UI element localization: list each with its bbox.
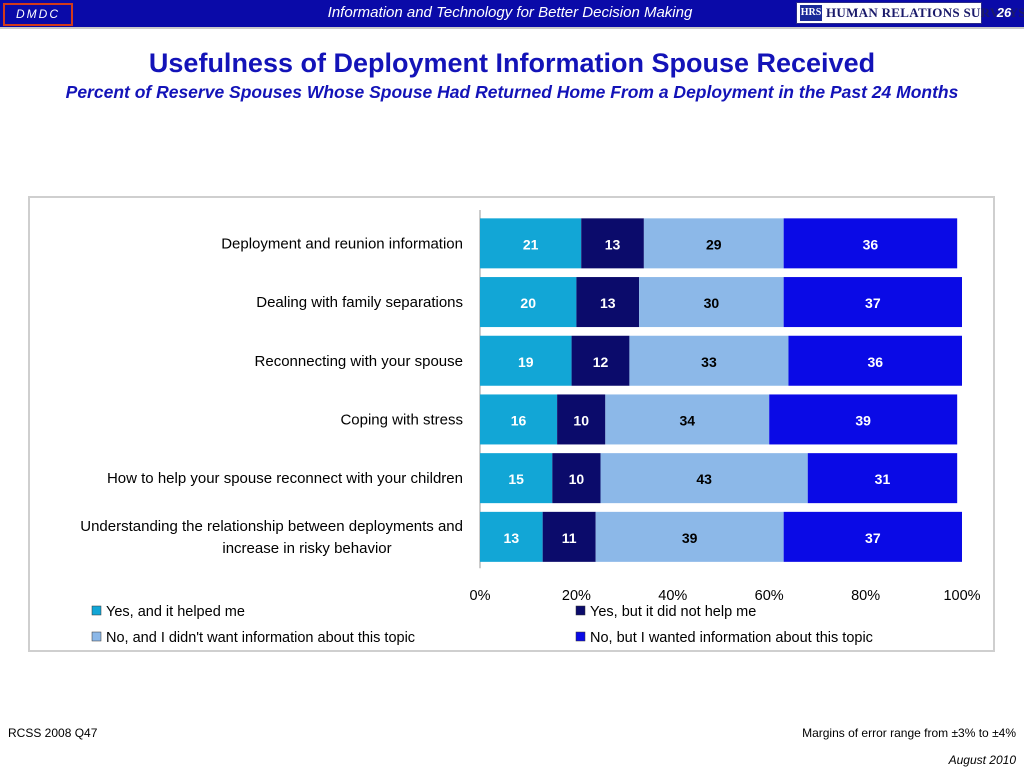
legend-swatch bbox=[575, 605, 586, 616]
data-label: 13 bbox=[600, 295, 616, 311]
bar-segment bbox=[542, 511, 596, 562]
source-note: RCSS 2008 Q47 bbox=[8, 726, 98, 740]
x-tick-label: 80% bbox=[851, 588, 880, 604]
margin-of-error-note: Margins of error range from ±3% to ±4% bbox=[802, 726, 1016, 740]
bar-segment bbox=[639, 277, 784, 328]
data-label: 30 bbox=[704, 295, 720, 311]
hrs-logo: HRS HUMAN RELATIONS SURVEYS bbox=[796, 2, 1024, 24]
report-date: August 2010 bbox=[948, 753, 1016, 767]
category-label: Deployment and reunion information bbox=[221, 235, 463, 252]
category-label: Reconnecting with your spouse bbox=[255, 353, 463, 370]
dmdc-badge: DMDC bbox=[3, 3, 73, 26]
legend-label: Yes, and it helped me bbox=[106, 604, 245, 620]
slide-title: Usefulness of Deployment Information Spo… bbox=[148, 48, 876, 78]
legend-label: Yes, but it did not help me bbox=[590, 604, 756, 620]
bar-segment bbox=[605, 394, 770, 445]
bar-segment bbox=[807, 453, 958, 504]
bar-segment bbox=[783, 277, 962, 328]
bar-segment bbox=[480, 218, 582, 269]
category-label: Understanding the relationship between d… bbox=[80, 518, 463, 535]
bar-segment bbox=[769, 394, 958, 445]
bar-segment bbox=[595, 511, 784, 562]
legend-label: No, but I wanted information about this … bbox=[590, 630, 873, 646]
data-label: 15 bbox=[508, 471, 524, 487]
bar-segment bbox=[571, 335, 630, 386]
data-label: 33 bbox=[701, 354, 717, 370]
chart-frame: Deployment and reunion information 21 13 29… bbox=[28, 196, 995, 652]
bar-segment bbox=[783, 511, 962, 562]
data-label: 11 bbox=[562, 530, 577, 546]
legend-swatch bbox=[91, 631, 102, 642]
data-label: 16 bbox=[511, 412, 527, 428]
data-label: 36 bbox=[867, 354, 883, 370]
x-tick-label: 20% bbox=[562, 588, 591, 604]
data-label: 31 bbox=[875, 471, 891, 487]
bar-segment bbox=[552, 453, 601, 504]
data-label: 10 bbox=[573, 412, 589, 428]
bar-segment bbox=[581, 218, 644, 269]
bar-segment bbox=[783, 218, 958, 269]
slide-subtitle: Percent of Reserve Spouses Whose Spouse … bbox=[65, 82, 959, 102]
page-number: 26 bbox=[996, 5, 1012, 20]
category-label: How to help your spouse reconnect with y… bbox=[107, 470, 463, 487]
data-label: 39 bbox=[855, 412, 871, 428]
data-label: 36 bbox=[863, 236, 879, 252]
header-divider bbox=[0, 27, 1024, 29]
data-label: 19 bbox=[518, 354, 534, 370]
bar-segment bbox=[480, 277, 577, 328]
x-tick-label: 60% bbox=[755, 588, 784, 604]
bar-segment bbox=[557, 394, 606, 445]
data-label: 37 bbox=[865, 295, 881, 311]
x-tick-label: 40% bbox=[658, 588, 687, 604]
bar-segment bbox=[788, 335, 962, 386]
bar-segment bbox=[480, 453, 553, 504]
bar-segment bbox=[600, 453, 808, 504]
legend-swatch bbox=[575, 631, 586, 642]
bar-segment bbox=[576, 277, 640, 328]
data-label: 43 bbox=[696, 471, 712, 487]
legend-label: No, and I didn't want information about … bbox=[106, 630, 415, 646]
bar-segment bbox=[480, 511, 543, 562]
hrs-logo-mark: HRS bbox=[800, 5, 822, 21]
stacked-bar-chart: Deployment and reunion information 21 13 29… bbox=[80, 210, 981, 646]
header-tagline: Information and Technology for Better De… bbox=[327, 4, 693, 21]
data-label: 39 bbox=[682, 530, 698, 546]
data-label: 13 bbox=[605, 236, 621, 252]
data-label: 34 bbox=[679, 412, 695, 428]
category-label: Coping with stress bbox=[340, 411, 463, 428]
data-label: 21 bbox=[523, 236, 539, 252]
category-label: Dealing with family separations bbox=[256, 294, 463, 311]
hrs-logo-text: HUMAN RELATIONS SURVEYS bbox=[826, 5, 1024, 20]
bar-segment bbox=[480, 394, 558, 445]
bar-segment bbox=[629, 335, 789, 386]
data-label: 37 bbox=[865, 530, 881, 546]
data-label: 13 bbox=[504, 530, 520, 546]
data-label: 20 bbox=[520, 295, 536, 311]
category-label: increase in risky behavior bbox=[222, 540, 391, 557]
data-label: 29 bbox=[706, 236, 722, 252]
x-tick-label: 0% bbox=[470, 588, 491, 604]
data-label: 12 bbox=[593, 354, 609, 370]
bar-segment bbox=[480, 335, 572, 386]
data-label: 10 bbox=[569, 471, 585, 487]
legend-swatch bbox=[91, 605, 102, 616]
x-tick-label: 100% bbox=[943, 588, 980, 604]
bar-segment bbox=[643, 218, 784, 269]
